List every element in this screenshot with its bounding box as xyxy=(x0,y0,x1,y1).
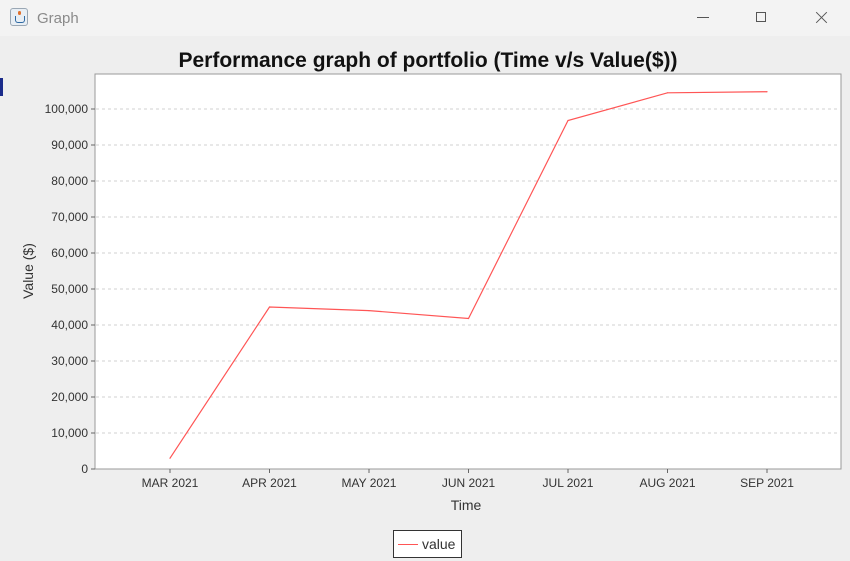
data-point xyxy=(368,310,370,312)
chart-title: Performance graph of portfolio (Time v/s… xyxy=(178,49,677,72)
x-tick-label: JUL 2021 xyxy=(543,476,594,490)
close-button[interactable] xyxy=(792,0,850,36)
x-tick-label: AUG 2021 xyxy=(639,476,695,490)
java-cup-icon xyxy=(10,8,28,26)
maximize-button[interactable] xyxy=(733,0,791,36)
y-tick-label: 20,000 xyxy=(51,390,88,404)
y-tick-label: 70,000 xyxy=(51,210,88,224)
data-point xyxy=(567,119,569,122)
y-tick-label: 80,000 xyxy=(51,174,88,188)
y-tick-label: 30,000 xyxy=(51,354,88,368)
data-point xyxy=(467,317,470,320)
legend-swatch xyxy=(398,543,418,545)
y-tick-label: 0 xyxy=(81,462,88,476)
x-tick-label: APR 2021 xyxy=(242,476,297,490)
y-tick-label: 10,000 xyxy=(51,426,88,440)
x-tick-label: JUN 2021 xyxy=(442,476,496,490)
x-axis-label: Time xyxy=(451,497,482,513)
title-bar[interactable]: Graph xyxy=(0,0,850,36)
x-tick-label: SEP 2021 xyxy=(740,476,794,490)
legend-label: value xyxy=(422,536,456,552)
data-point xyxy=(268,306,271,308)
x-tick-label: MAY 2021 xyxy=(342,476,397,490)
data-point xyxy=(766,91,768,93)
data-point xyxy=(666,92,669,94)
chart-legend: value xyxy=(393,530,463,558)
y-tick-label: 90,000 xyxy=(51,138,88,152)
y-tick-label: 60,000 xyxy=(51,246,88,260)
minimize-button[interactable] xyxy=(675,0,733,36)
y-tick-label: 100,000 xyxy=(45,102,89,116)
y-tick-label: 50,000 xyxy=(51,282,88,296)
y-axis-label: Value ($) xyxy=(20,243,36,299)
data-point xyxy=(169,457,171,459)
window-edge-marker xyxy=(0,78,3,96)
y-tick-label: 40,000 xyxy=(51,318,88,332)
plot-area xyxy=(94,73,842,470)
x-tick-label: MAR 2021 xyxy=(142,476,199,490)
window-title: Graph xyxy=(37,10,79,27)
line-chart: Performance graph of portfolio (Time v/s… xyxy=(20,49,842,513)
